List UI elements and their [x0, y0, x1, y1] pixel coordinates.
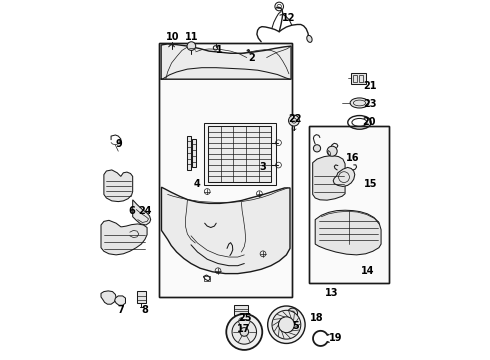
Bar [192, 139, 196, 167]
Polygon shape [315, 210, 381, 255]
Bar [234, 305, 248, 315]
Text: 12: 12 [281, 13, 295, 23]
Text: 4: 4 [194, 179, 201, 189]
Circle shape [187, 42, 196, 50]
Bar [159, 43, 292, 297]
Text: 17: 17 [237, 324, 250, 334]
Circle shape [289, 115, 299, 126]
Circle shape [226, 314, 262, 350]
Text: 11: 11 [185, 32, 198, 42]
Bar [159, 43, 292, 297]
Text: 25: 25 [238, 312, 252, 323]
Text: 16: 16 [346, 153, 360, 163]
Polygon shape [313, 156, 345, 200]
Text: 10: 10 [166, 32, 179, 42]
Circle shape [240, 328, 248, 336]
Polygon shape [115, 296, 125, 305]
Circle shape [288, 308, 297, 318]
Bar [353, 75, 357, 82]
Circle shape [327, 146, 337, 156]
Text: 13: 13 [325, 288, 338, 298]
Text: 14: 14 [361, 266, 374, 276]
Bar [309, 126, 389, 283]
Ellipse shape [350, 98, 369, 108]
Bar [208, 126, 271, 182]
Text: 15: 15 [364, 179, 377, 189]
Bar [137, 291, 146, 303]
Text: 22: 22 [289, 114, 302, 124]
Bar [204, 123, 275, 185]
Text: 20: 20 [363, 117, 376, 127]
Circle shape [232, 320, 257, 344]
Polygon shape [101, 291, 116, 304]
Polygon shape [161, 44, 291, 79]
Polygon shape [104, 170, 133, 202]
Ellipse shape [307, 35, 312, 42]
Circle shape [314, 145, 320, 152]
Text: 7: 7 [118, 305, 124, 315]
Text: 6: 6 [128, 206, 135, 216]
Bar [359, 75, 363, 82]
Text: 24: 24 [138, 206, 152, 216]
Polygon shape [333, 167, 355, 186]
Polygon shape [101, 220, 147, 255]
Text: 8: 8 [142, 305, 148, 315]
Polygon shape [162, 187, 290, 274]
Circle shape [272, 310, 301, 339]
Text: 9: 9 [116, 139, 122, 149]
Bar [309, 126, 389, 283]
Text: 23: 23 [364, 99, 377, 109]
Circle shape [268, 306, 305, 343]
Text: 21: 21 [364, 81, 377, 91]
Text: 1: 1 [217, 45, 223, 55]
Polygon shape [133, 200, 151, 225]
Text: 3: 3 [259, 162, 266, 172]
Bar [204, 276, 210, 281]
Text: 19: 19 [329, 333, 343, 343]
Text: 5: 5 [292, 321, 299, 331]
Text: 2: 2 [248, 53, 255, 63]
Text: 18: 18 [310, 312, 324, 323]
Bar [351, 73, 366, 84]
Bar [187, 136, 191, 170]
